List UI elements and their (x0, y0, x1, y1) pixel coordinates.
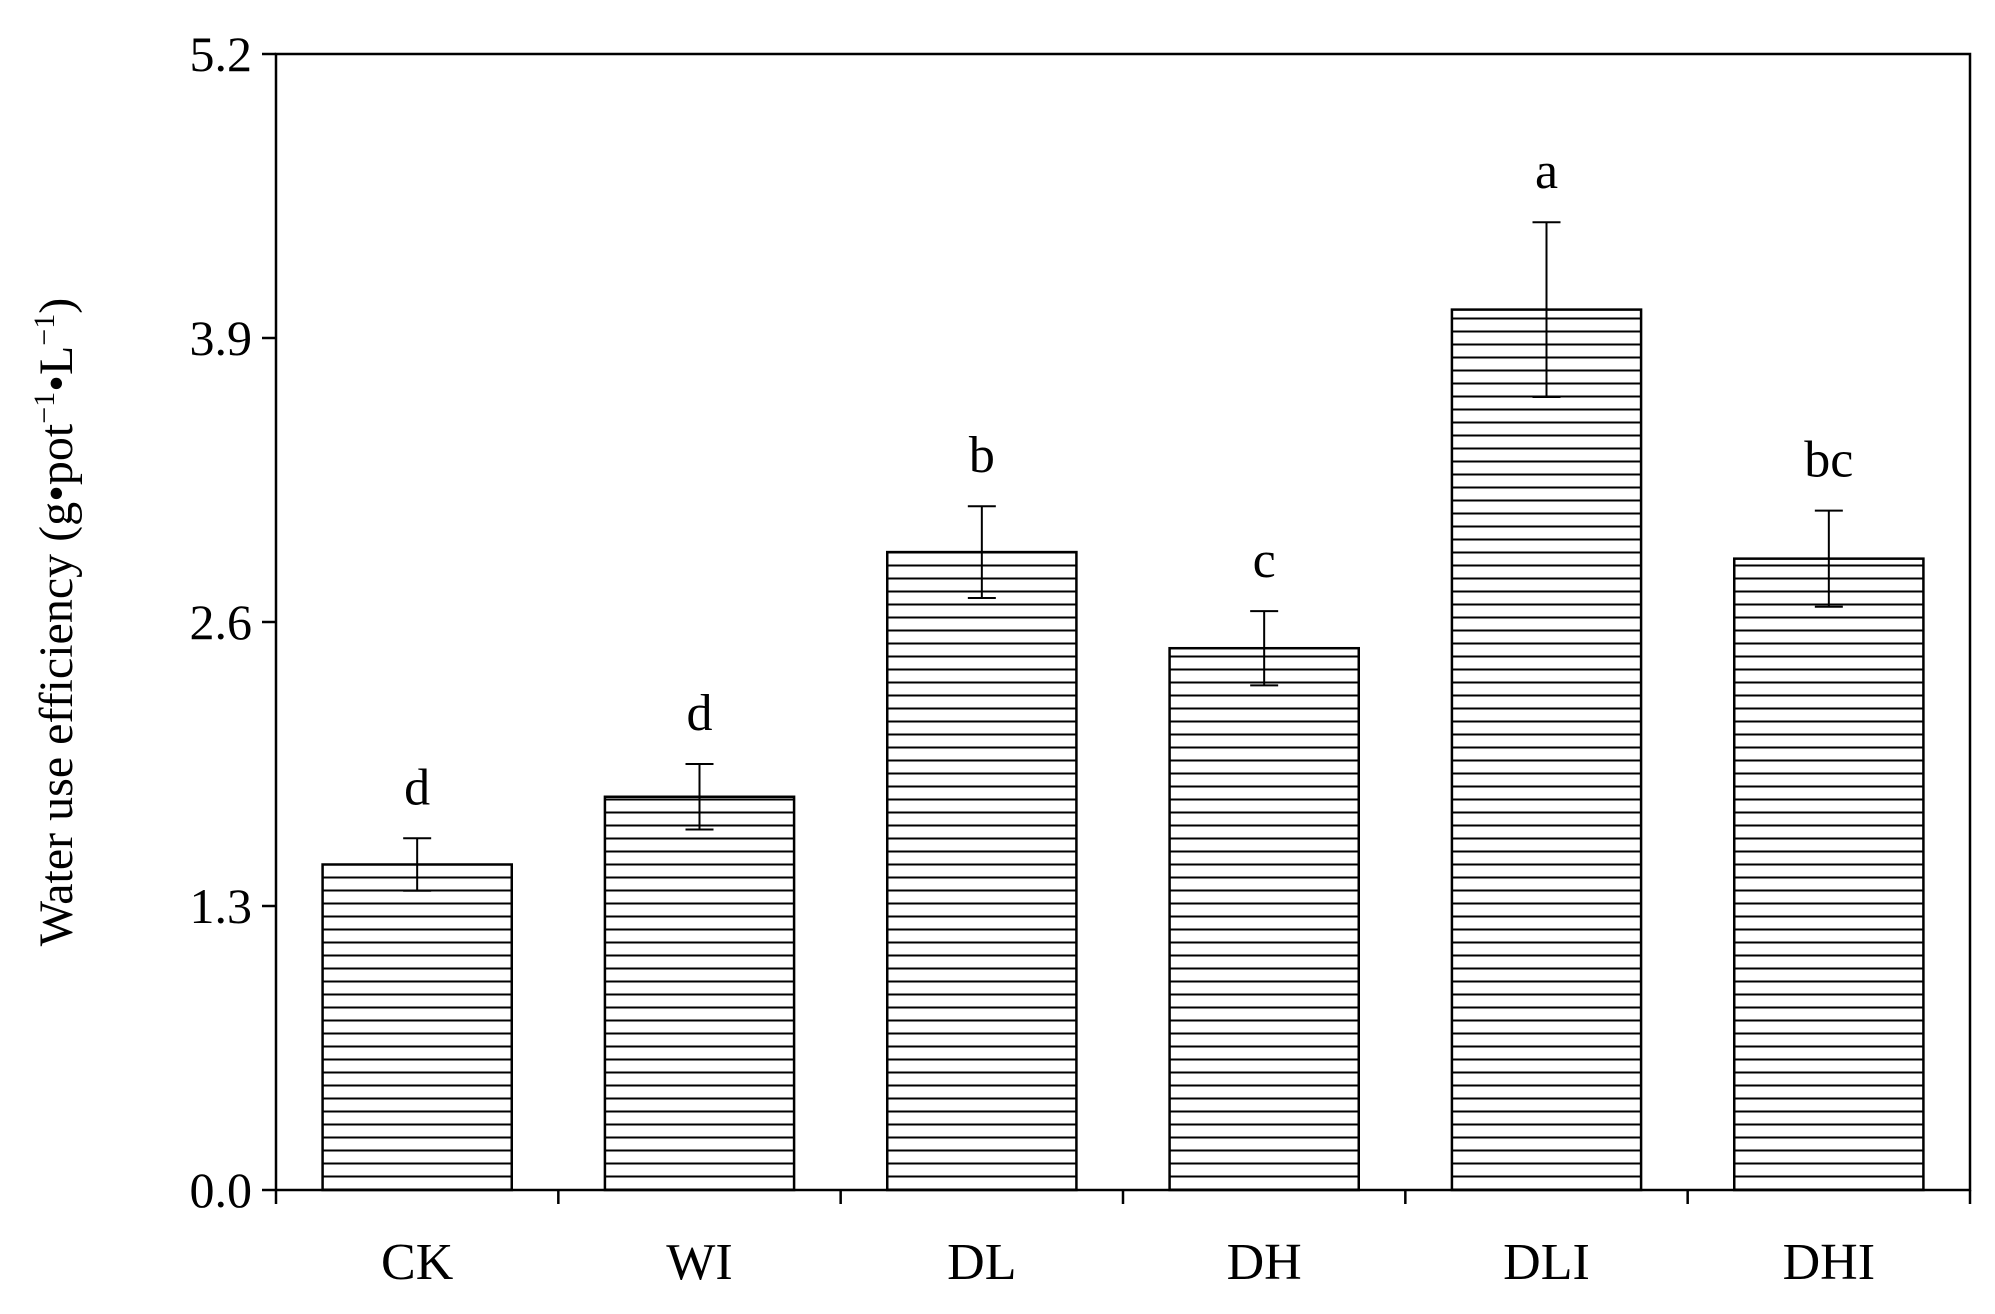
error-bar-wi (685, 763, 714, 831)
significance-letter-dli: a (1535, 143, 1558, 200)
significance-letter-wi: d (687, 685, 713, 742)
y-axis-ticks: 0.0 1.3 2.6 3.9 5.2 (190, 26, 276, 1218)
y-tick-label: 5.2 (190, 26, 253, 82)
significance-letter-dh: c (1253, 532, 1276, 589)
error-bar-ck (403, 837, 432, 892)
error-bar-dhi (1814, 509, 1843, 608)
x-axis-ticks: CK WI DL DH DLI DHI (274, 1190, 1972, 1291)
x-category-label-ck: CK (381, 1234, 454, 1291)
error-bar-dli (1532, 221, 1561, 398)
x-category-label-dh: DH (1227, 1234, 1302, 1291)
bar-dhi (1733, 557, 1925, 1192)
y-tick-label: 0.0 (190, 1162, 253, 1218)
x-category-label-dli: DLI (1503, 1234, 1590, 1291)
bar-dli (1450, 308, 1643, 1192)
significance-letter-ck: d (404, 759, 430, 816)
y-axis-label: Water use efficiency (g•pot−1•L−1) (28, 298, 83, 946)
y-tick-label: 2.6 (190, 594, 253, 650)
error-bars (403, 221, 1843, 892)
y-tick-label: 1.3 (190, 878, 253, 934)
bar-dl (886, 550, 1078, 1192)
y-tick-label: 3.9 (190, 310, 253, 366)
x-category-label-wi: WI (666, 1234, 732, 1291)
x-category-label-dl: DL (947, 1234, 1016, 1291)
significance-letter-dl: b (969, 427, 995, 484)
significance-letter-dhi: bc (1804, 432, 1853, 489)
bars (321, 308, 1925, 1192)
x-category-label-dhi: DHI (1783, 1234, 1875, 1291)
bar-dh (1168, 646, 1360, 1192)
error-bar-dh (1250, 610, 1279, 687)
plot-area (274, 52, 1972, 1192)
bar-ck (321, 863, 513, 1192)
error-bar-dl (967, 505, 996, 599)
bar-wi (603, 795, 796, 1192)
